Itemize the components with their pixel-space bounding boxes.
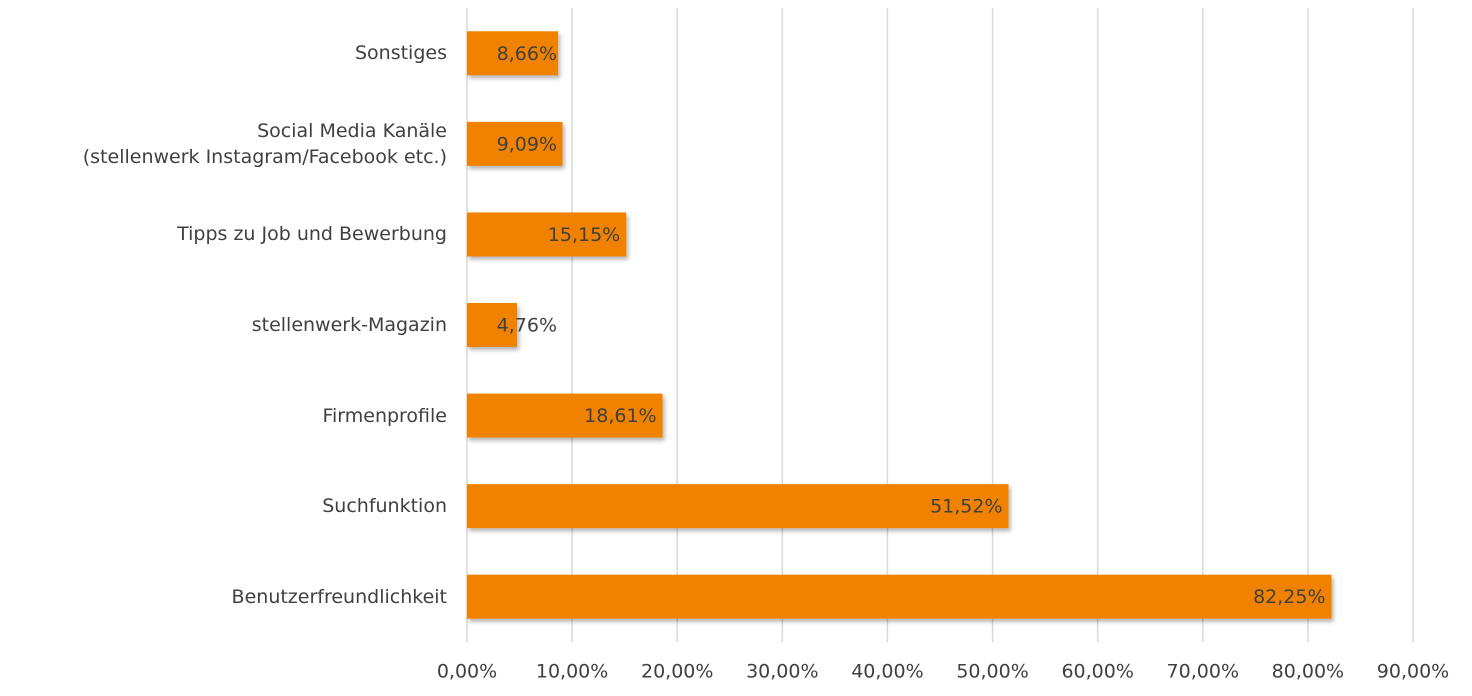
y-tick-label: Benutzerfreundlichkeit <box>231 585 447 608</box>
y-tick-label: Firmenprofile <box>322 404 447 427</box>
bar <box>467 574 1332 619</box>
y-tick-label: stellenwerk-Magazin <box>251 314 447 336</box>
data-label: 18,61% <box>584 405 656 427</box>
x-tick-label: 30,00% <box>746 661 818 683</box>
y-tick-label: Suchfunktion <box>322 495 447 518</box>
x-tick-label: 50,00% <box>956 661 1028 683</box>
data-label: 82,25% <box>1253 586 1325 608</box>
x-tick-label: 70,00% <box>1167 661 1239 683</box>
bar <box>467 303 518 347</box>
y-tick-label: Sonstiges <box>354 42 447 65</box>
x-tick-label: 90,00% <box>1377 661 1449 683</box>
x-tick-label: 20,00% <box>641 661 713 683</box>
bar <box>467 212 627 257</box>
x-tick-label: 10,00% <box>536 661 608 683</box>
data-label: 8,66% <box>497 43 557 65</box>
y-tick-label: Social Media Kanäle (stellenwerk Instagr… <box>82 119 447 168</box>
x-tick-label: 0,00% <box>437 661 497 683</box>
bar <box>467 484 1009 529</box>
bar <box>467 393 663 438</box>
data-label: 15,15% <box>548 224 620 246</box>
bar <box>467 121 563 166</box>
data-label: 51,52% <box>930 496 1002 518</box>
x-tick-label: 40,00% <box>851 661 923 683</box>
bar <box>467 31 559 76</box>
data-label: 4,76% <box>497 315 557 337</box>
data-label: 9,09% <box>497 133 557 155</box>
x-tick-label: 80,00% <box>1272 661 1344 683</box>
y-tick-label: Tipps zu Job und Bewerbung <box>177 223 447 246</box>
x-tick-label: 60,00% <box>1061 661 1133 683</box>
